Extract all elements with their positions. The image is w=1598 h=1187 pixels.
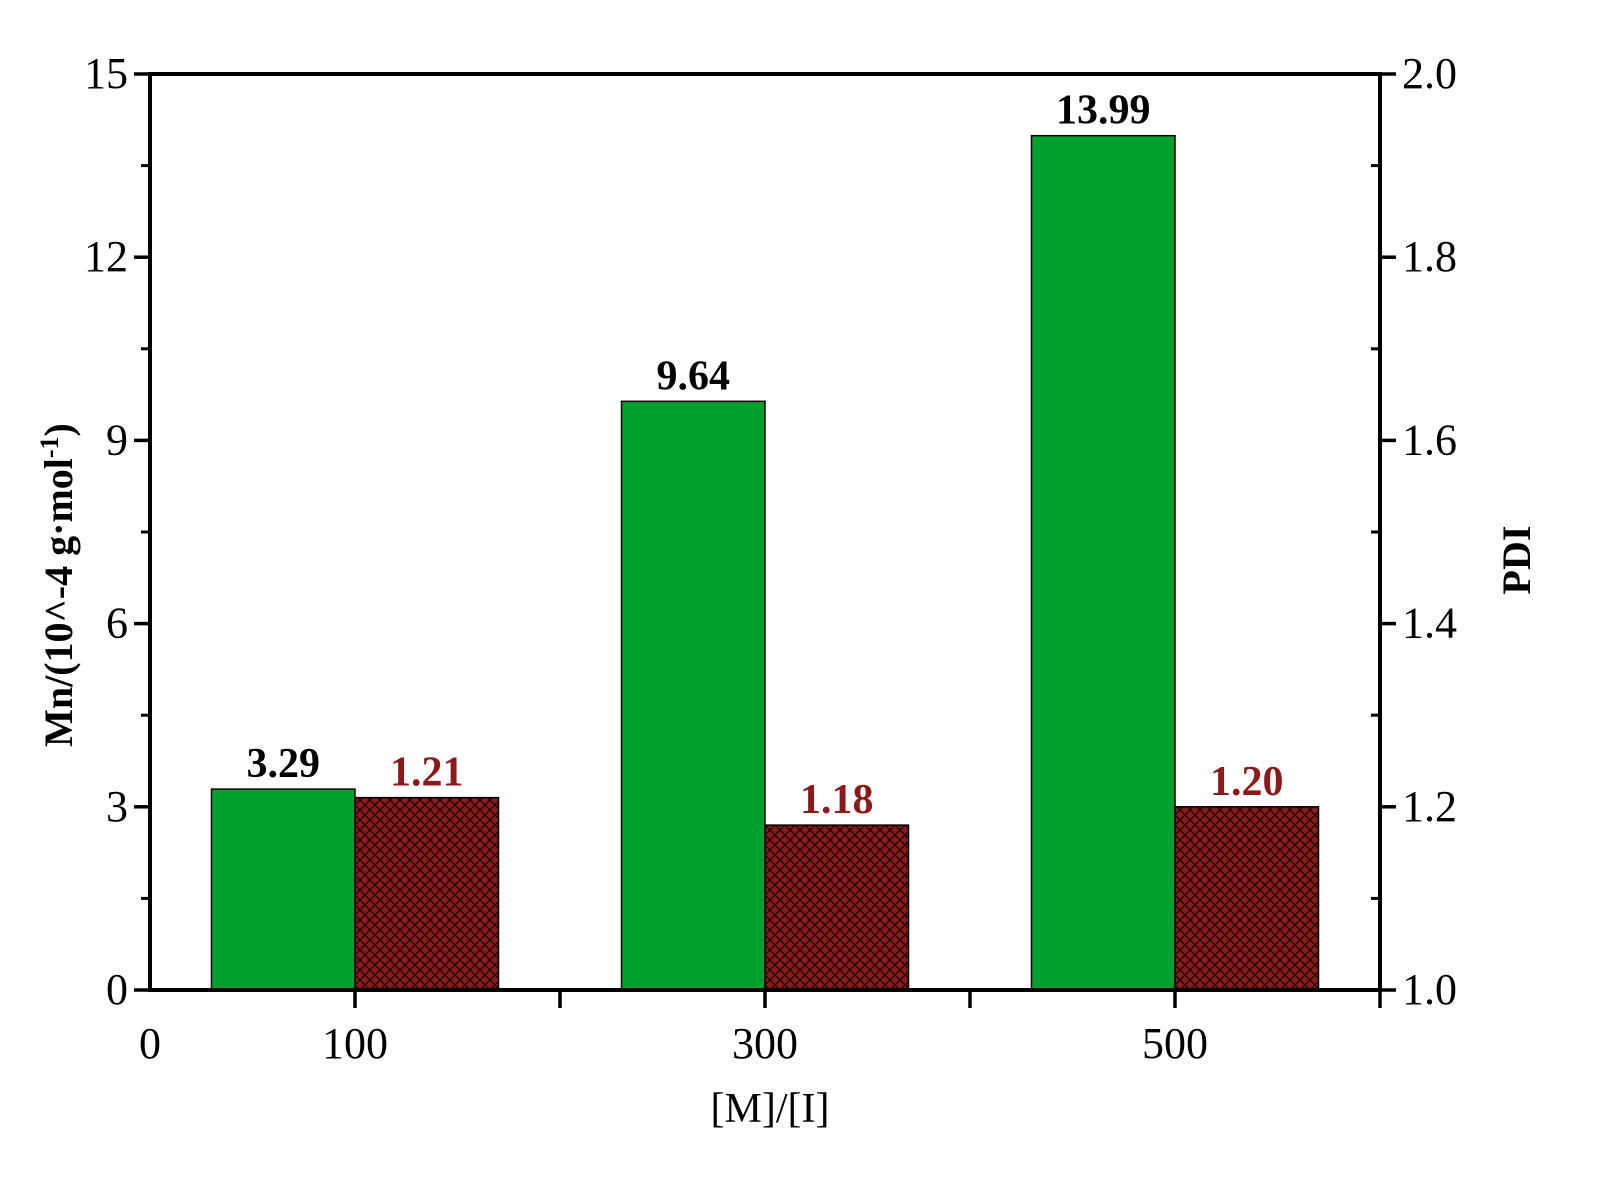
data-label-pdi-300: 1.18 [800,777,874,823]
right-axis-title: PDI [1494,526,1539,595]
x-axis-title: [M]/[I] [711,1086,830,1132]
left-tick-label-0: 0 [106,965,128,1014]
left-axis-title-sup: -1 [35,436,64,458]
left-tick-label-6: 6 [106,599,128,648]
x-tick-label-300: 300 [732,1019,798,1068]
bar-pdi-300 [764,824,910,991]
data-labels-layer: 3.29 1.21 9.64 1.18 13.99 1.20 [247,88,1284,823]
data-label-mn-500: 13.99 [1056,88,1151,134]
right-tick-label-1.6: 1.6 [1402,415,1457,464]
left-axis-title: Mn/(10^-4 g·mol-1) [35,423,81,747]
left-tick-label-12: 12 [84,232,128,281]
left-tick-label-3: 3 [106,782,128,831]
left-tick-label-9: 9 [106,415,128,464]
bar-mn-500 [1030,134,1176,991]
data-label-pdi-100: 1.21 [390,750,464,796]
right-tick-label-1.2: 1.2 [1402,782,1457,831]
x-tick-label-0: 0 [139,1019,161,1068]
data-label-mn-100: 3.29 [247,741,321,787]
data-label-pdi-500: 1.20 [1210,759,1284,805]
x-tick-label-500: 500 [1142,1019,1208,1068]
x-tick-label-100: 100 [322,1019,388,1068]
bar-mn-100 [210,788,356,991]
left-axis-title-main: Mn/(10^-4 g·mol [36,458,81,747]
bars-layer [210,134,1320,991]
right-tick-label-2.0: 2.0 [1402,49,1457,98]
right-tick-label-1.0: 1.0 [1402,965,1457,1014]
left-axis-title-close: ) [36,423,81,436]
left-tick-label-15: 15 [84,49,128,98]
bar-pdi-100 [354,796,500,991]
right-tick-label-1.4: 1.4 [1402,599,1457,648]
data-label-mn-300: 9.64 [657,353,731,399]
ticks-layer: 0 3 6 9 12 15 1.0 1.2 1.4 1.6 1.8 2.0 0 100 300 500 [84,49,1457,1068]
bar-mn-300 [620,400,766,991]
bar-pdi-500 [1174,806,1320,991]
right-tick-label-1.8: 1.8 [1402,232,1457,281]
